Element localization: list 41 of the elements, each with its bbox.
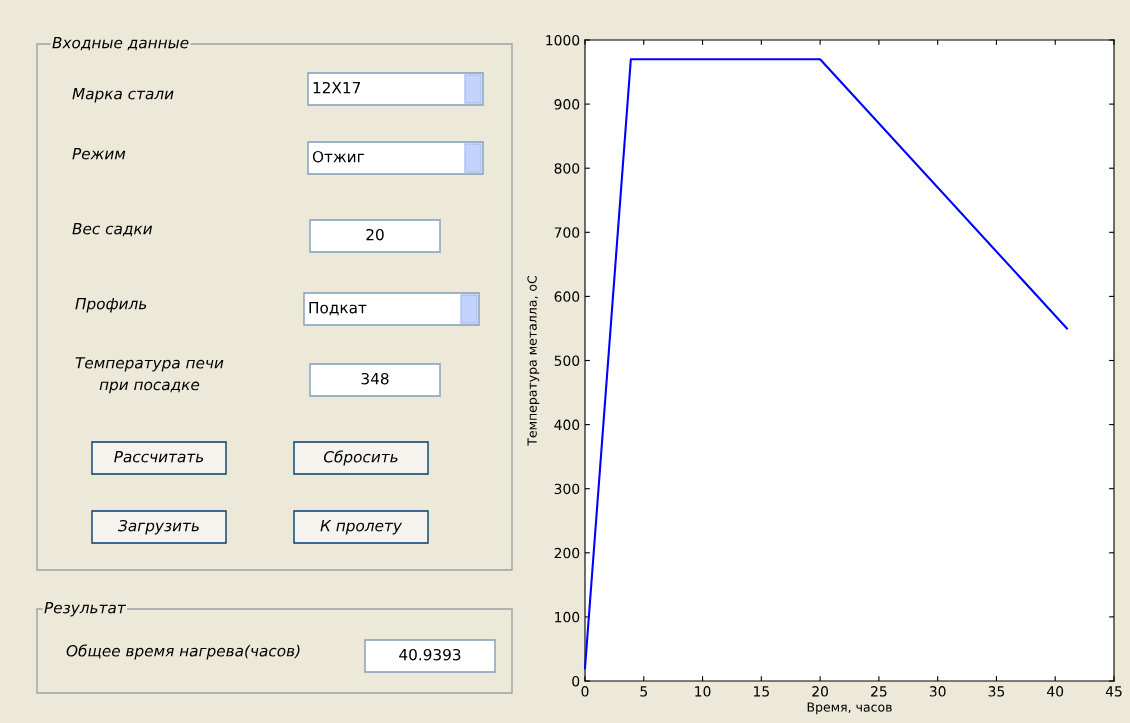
text: Температура печи при посадке	[75, 357, 224, 394]
y-tick-label: 500	[554, 355, 580, 366]
y-tick-label: 900	[554, 99, 580, 110]
text: 40.9393	[399, 648, 461, 661]
y-tick-label: 400	[554, 419, 580, 431]
x-tick-label: 35	[988, 686, 1005, 697]
x-axis-title: Время, часов	[807, 702, 892, 715]
text: Рассчитать	[114, 451, 204, 463]
x-tick-label: 15	[754, 686, 769, 697]
text: Профиль	[75, 298, 147, 313]
x-tick-label: 10	[695, 686, 711, 697]
x-tick-label: 25	[871, 686, 887, 697]
text: Подкат	[309, 302, 367, 316]
text: Марка стали	[72, 88, 174, 103]
text: Загрузить	[118, 519, 199, 535]
text: 348	[361, 372, 389, 385]
text: Сбросить	[323, 450, 398, 466]
y-tick-label: 300	[554, 483, 580, 495]
text: Отжиг	[312, 150, 364, 163]
x-tick-label: 0	[581, 686, 589, 697]
text: Результат	[44, 602, 127, 617]
text: Общее время нагрева(часов)	[66, 644, 300, 660]
y-tick-label: 200	[554, 547, 580, 559]
x-tick-label: 45	[1105, 686, 1122, 697]
x-tick-label: 30	[929, 686, 946, 697]
x-tick-label: 20	[812, 686, 829, 697]
y-tick-label: 100	[555, 611, 580, 623]
x-tick-label: 40	[1047, 686, 1064, 697]
text: Режим	[72, 148, 126, 160]
text: 12Х17	[313, 81, 361, 94]
y-tick-label: 0	[572, 675, 580, 687]
text: К пролету	[320, 520, 403, 535]
text: 20	[366, 228, 384, 241]
y-tick-label: 1000	[546, 34, 580, 46]
x-tick-label: 5	[640, 686, 647, 697]
y-tick-label: 700	[554, 227, 580, 238]
text: Входные данные	[52, 37, 189, 51]
y-tick-label: 600	[554, 291, 580, 302]
text: Вес садки	[72, 223, 153, 237]
y-tick-label: 800	[554, 163, 580, 174]
y-axis-title: Температура металла, оС	[527, 275, 540, 446]
